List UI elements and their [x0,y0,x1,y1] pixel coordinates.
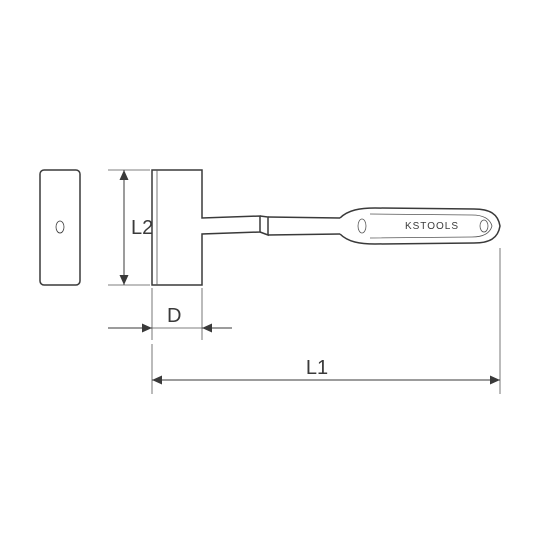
face-view-hole [56,221,64,233]
dimension-label-l1: L1 [306,357,328,379]
dimension-label-d: D [167,305,181,327]
dimension-label-l2: L2 [131,217,153,239]
face-view-outline [40,170,80,285]
drawing-element [120,170,129,180]
hammer-shaft [268,217,340,235]
drawing-element [490,376,500,385]
drawing-element [358,219,366,233]
drawing-element [260,216,268,235]
drawing-element [202,324,212,333]
drawing-element [152,376,162,385]
hang-hole [480,220,488,232]
brand-label: KSTOOLS [405,221,459,232]
hammer-head [152,170,260,285]
drawing-element [142,324,152,333]
drawing-element [120,275,129,285]
